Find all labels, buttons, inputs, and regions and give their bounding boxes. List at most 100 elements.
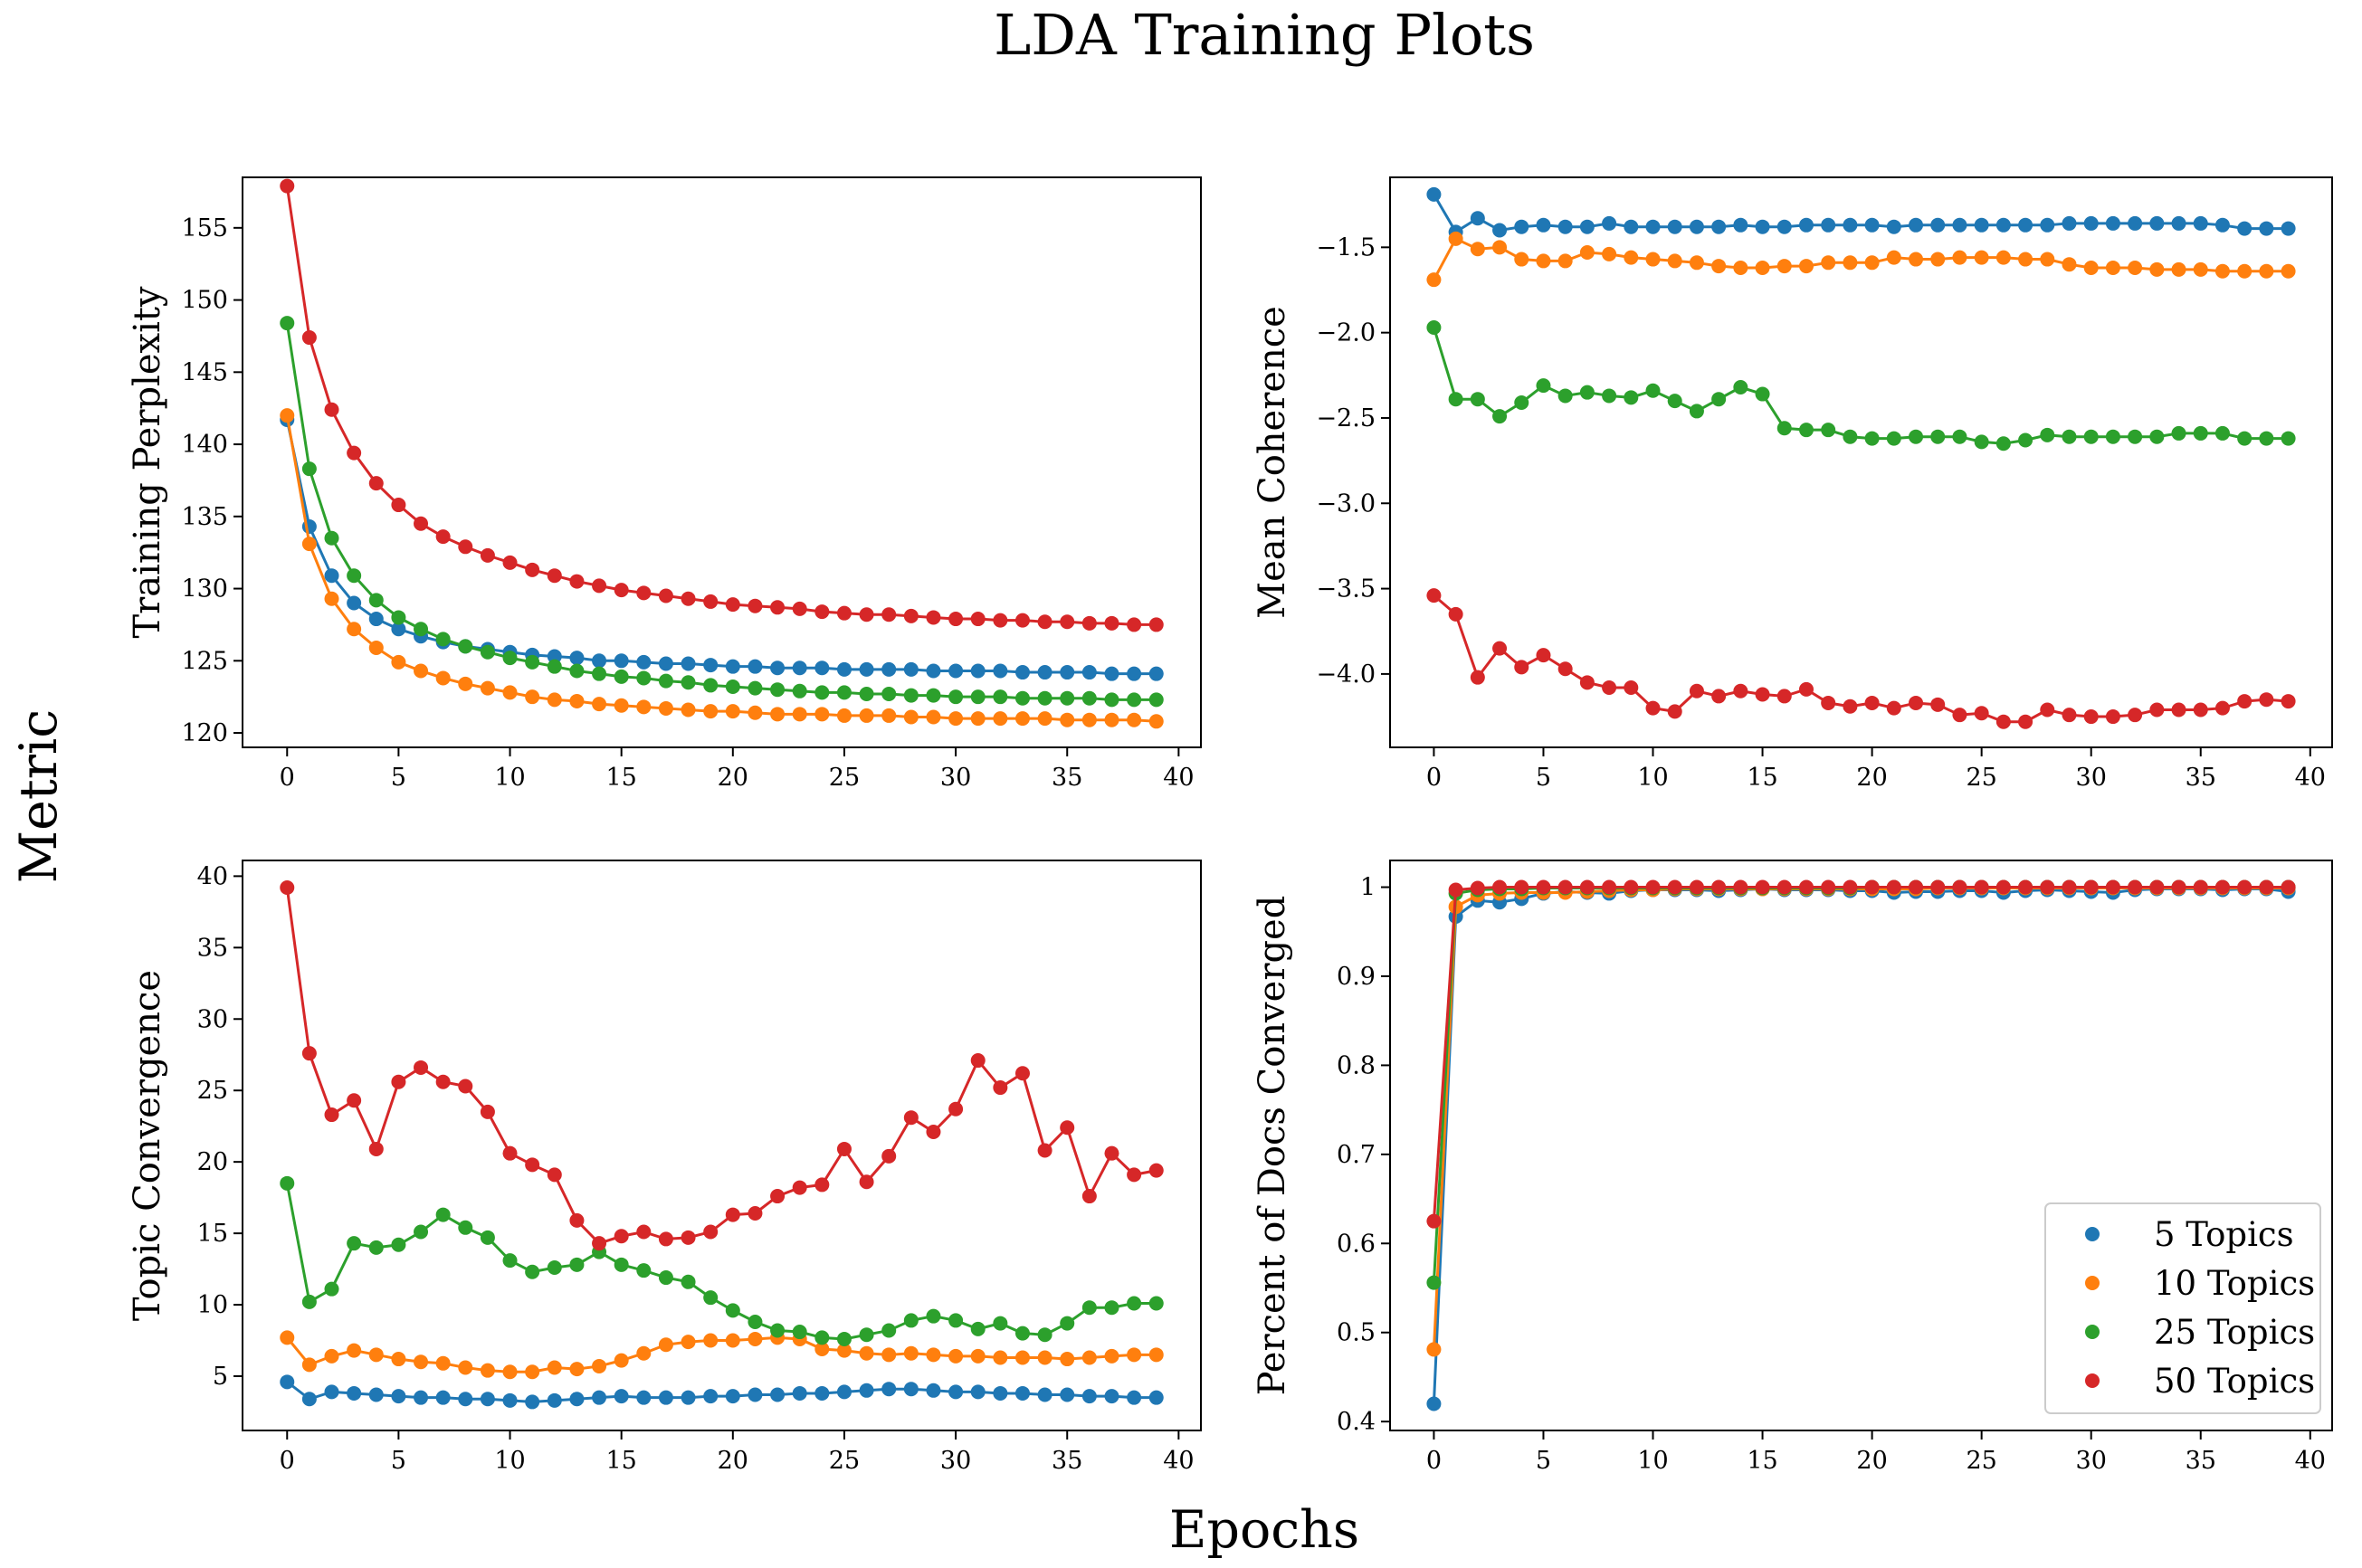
data-point: [1579, 675, 1595, 690]
data-point: [2083, 429, 2099, 444]
series-3: [280, 316, 1164, 708]
data-point: [1930, 697, 1946, 712]
data-point: [458, 676, 473, 691]
x-tick-label: 35: [1052, 764, 1082, 792]
data-point: [814, 1177, 830, 1193]
y-tick-label: 140: [181, 431, 228, 459]
data-point: [970, 1384, 986, 1400]
data-point: [2105, 429, 2120, 444]
data-point: [1733, 260, 1748, 275]
data-point: [859, 607, 874, 622]
data-point: [658, 1390, 673, 1405]
data-point: [2149, 429, 2165, 444]
data-point: [1798, 879, 1814, 895]
data-point: [1886, 219, 1901, 234]
data-point: [836, 1331, 852, 1346]
data-point: [1602, 215, 1617, 231]
x-tick-label: 0: [1426, 1447, 1442, 1475]
data-point: [1104, 666, 1119, 681]
data-point: [970, 1348, 986, 1364]
series-3: [280, 1175, 1164, 1346]
series-4: [1426, 588, 2296, 729]
data-point: [748, 680, 763, 696]
x-tick-label: 40: [2295, 1447, 2326, 1475]
series-1: [280, 412, 1164, 681]
data-point: [2018, 879, 2033, 895]
data-point: [1514, 394, 1529, 410]
x-tick-label: 10: [494, 764, 525, 792]
data-point: [1557, 879, 1573, 895]
series-line: [285, 419, 1157, 676]
data-point: [1821, 423, 1836, 438]
data-point: [1557, 661, 1573, 677]
data-point: [1886, 879, 1901, 895]
data-point: [1930, 429, 1946, 444]
data-point: [2193, 215, 2208, 231]
data-point: [391, 1237, 406, 1252]
data-point: [1974, 706, 1989, 721]
data-point: [1711, 219, 1727, 234]
y-tick-label: 150: [181, 287, 228, 315]
y-tick-label: 30: [197, 1005, 228, 1033]
data-point: [502, 1253, 518, 1269]
data-point: [324, 1107, 339, 1123]
data-point: [770, 707, 786, 722]
data-point: [347, 568, 362, 584]
data-point: [1014, 665, 1030, 680]
data-point: [636, 1224, 652, 1240]
x-tick-label: 40: [1163, 1447, 1194, 1475]
data-point: [502, 1364, 518, 1380]
data-point: [725, 1389, 740, 1404]
data-point: [748, 1387, 763, 1402]
data-point: [1667, 219, 1682, 234]
data-point: [324, 1384, 339, 1400]
data-point: [569, 574, 585, 589]
data-point: [368, 476, 384, 491]
data-point: [525, 689, 540, 705]
data-point: [814, 1330, 830, 1345]
series-line: [285, 887, 1157, 1245]
data-point: [2214, 217, 2230, 233]
y-axis-label: Training Perplexity: [127, 286, 168, 638]
data-point: [1148, 1390, 1164, 1405]
data-point: [280, 880, 295, 895]
data-point: [1470, 211, 1485, 226]
data-point: [814, 1385, 830, 1401]
data-point: [1514, 660, 1529, 675]
data-point: [725, 679, 740, 695]
data-point: [1909, 217, 1924, 233]
legend-entry: 25 Topics: [2085, 1313, 2315, 1352]
data-point: [1864, 255, 1880, 271]
data-point: [993, 663, 1008, 679]
y-tick-label: 0.8: [1337, 1051, 1376, 1079]
data-point: [1755, 260, 1770, 275]
data-point: [1104, 1145, 1119, 1161]
data-point: [814, 685, 830, 700]
data-point: [1995, 436, 2011, 451]
data-point: [614, 669, 629, 684]
figure-xlabel: Epochs: [1169, 1500, 1359, 1560]
data-point: [458, 1392, 473, 1407]
data-point: [614, 1353, 629, 1368]
data-point: [725, 659, 740, 674]
x-tick-label: 15: [605, 764, 636, 792]
x-tick-label: 25: [829, 1447, 860, 1475]
data-point: [2171, 425, 2186, 441]
data-point: [1037, 1327, 1052, 1343]
data-point: [1755, 386, 1770, 402]
data-point: [2128, 215, 2143, 231]
data-point: [1470, 242, 1485, 257]
x-tick-label: 10: [1637, 1447, 1668, 1475]
data-point: [435, 1390, 451, 1405]
data-point: [1886, 700, 1901, 716]
data-point: [948, 1384, 964, 1400]
data-point: [703, 678, 719, 693]
data-point: [792, 707, 807, 722]
legend: 5 Topics 10 Topics 25 Topics 50 Topics: [2044, 1202, 2321, 1414]
data-point: [1821, 695, 1836, 710]
data-point: [569, 1212, 585, 1228]
data-point: [391, 1389, 406, 1404]
data-point: [792, 601, 807, 616]
x-tick-label: 20: [718, 764, 748, 792]
y-axis-label: Mean Coherence: [1252, 306, 1293, 619]
